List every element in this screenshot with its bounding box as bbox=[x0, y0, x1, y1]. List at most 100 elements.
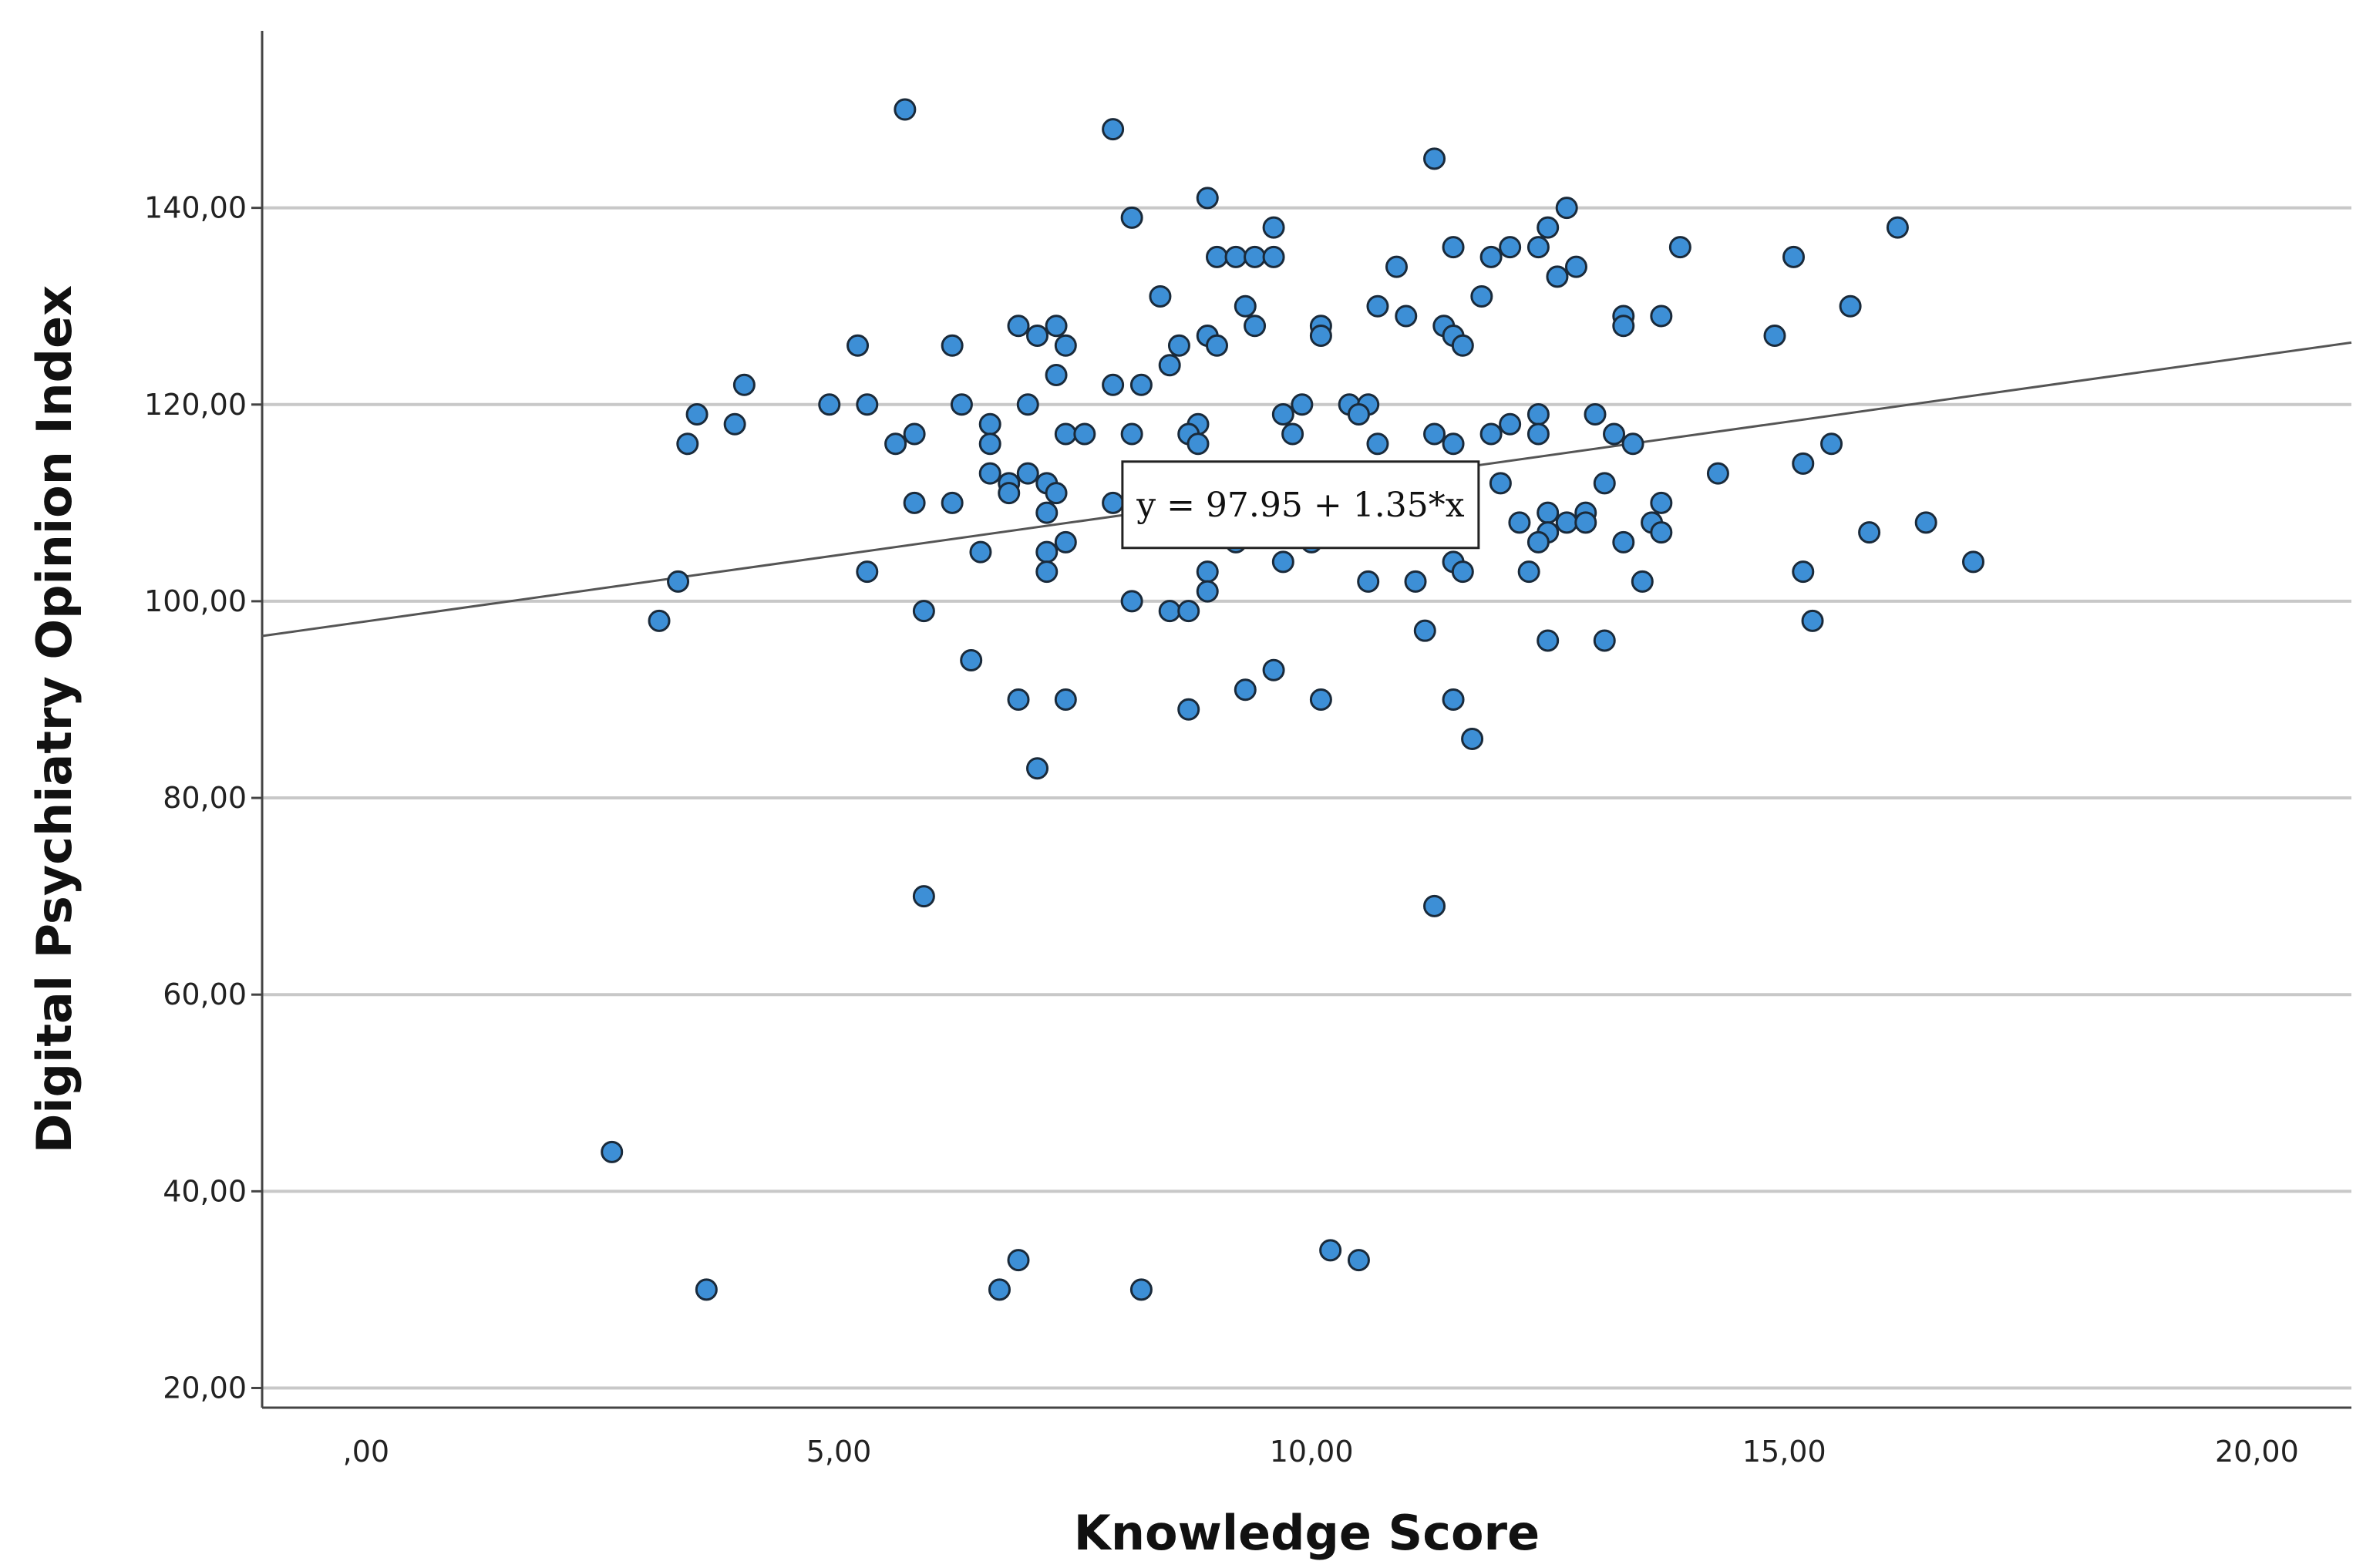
data-point bbox=[1584, 403, 1607, 426]
data-point bbox=[1007, 1249, 1030, 1272]
data-point bbox=[1016, 462, 1039, 485]
data-point bbox=[988, 1278, 1011, 1301]
data-point bbox=[912, 600, 935, 623]
data-point bbox=[1158, 354, 1181, 377]
data-point bbox=[903, 491, 926, 514]
data-point bbox=[1423, 422, 1446, 446]
data-point bbox=[1206, 245, 1229, 268]
data-point bbox=[1603, 422, 1626, 446]
y-tick-label: 40,00 bbox=[163, 1174, 247, 1208]
data-point bbox=[978, 432, 1001, 456]
data-point bbox=[601, 1140, 624, 1163]
data-point bbox=[1461, 728, 1484, 751]
data-point bbox=[1224, 245, 1247, 268]
data-point bbox=[1593, 472, 1616, 495]
data-point bbox=[1546, 265, 1569, 288]
x-tick-label: 10,00 bbox=[1270, 1435, 1354, 1469]
data-point bbox=[648, 609, 671, 632]
data-point bbox=[1593, 629, 1616, 652]
data-point bbox=[1451, 560, 1474, 584]
data-point bbox=[1035, 540, 1059, 564]
data-point bbox=[1291, 393, 1314, 416]
data-point bbox=[1196, 560, 1219, 584]
data-point bbox=[856, 393, 879, 416]
data-point bbox=[1007, 688, 1030, 711]
data-point bbox=[1650, 521, 1673, 544]
y-tick-label: 60,00 bbox=[163, 977, 247, 1011]
data-point bbox=[1073, 422, 1096, 446]
data-point bbox=[667, 570, 690, 593]
data-point bbox=[1801, 609, 1824, 632]
data-point bbox=[1442, 432, 1465, 456]
x-tick-label: ,00 bbox=[343, 1435, 389, 1469]
data-point bbox=[950, 393, 973, 416]
data-point bbox=[1357, 570, 1380, 593]
data-point bbox=[1423, 147, 1446, 170]
data-point bbox=[1962, 550, 1985, 574]
data-point bbox=[1526, 236, 1550, 259]
data-point bbox=[1395, 305, 1418, 328]
data-point bbox=[1149, 284, 1172, 308]
y-tick-label: 140,00 bbox=[144, 191, 247, 225]
data-point bbox=[1631, 570, 1654, 593]
data-point bbox=[1035, 501, 1059, 524]
y-tick-label: 100,00 bbox=[144, 584, 247, 618]
data-point bbox=[1792, 560, 1815, 584]
data-point bbox=[1129, 373, 1153, 396]
data-point bbox=[1262, 216, 1285, 239]
data-point bbox=[941, 491, 964, 514]
data-point bbox=[1451, 334, 1474, 357]
data-point bbox=[1385, 255, 1408, 278]
data-point bbox=[856, 560, 879, 584]
data-point bbox=[1706, 462, 1729, 485]
data-point bbox=[676, 432, 699, 456]
data-point bbox=[1007, 315, 1030, 338]
data-point bbox=[1347, 403, 1370, 426]
data-point bbox=[1858, 521, 1881, 544]
data-point bbox=[1820, 432, 1843, 456]
data-point bbox=[1262, 658, 1285, 681]
data-point bbox=[1499, 412, 1522, 436]
y-axis-title: Digital Psychiatry Opinion Index bbox=[26, 285, 82, 1153]
y-tick-label: 80,00 bbox=[163, 781, 247, 815]
data-point bbox=[1442, 236, 1465, 259]
data-point bbox=[884, 432, 907, 456]
x-tick-label: 20,00 bbox=[2215, 1435, 2299, 1469]
data-point bbox=[978, 412, 1001, 436]
data-point bbox=[1564, 255, 1587, 278]
data-point bbox=[1479, 422, 1503, 446]
data-point bbox=[1366, 294, 1389, 318]
data-point bbox=[969, 540, 992, 564]
data-point bbox=[1470, 284, 1493, 308]
data-point bbox=[1621, 432, 1644, 456]
data-point bbox=[1442, 688, 1465, 711]
data-point bbox=[1026, 757, 1049, 780]
data-point bbox=[1102, 373, 1125, 396]
data-point bbox=[1508, 511, 1531, 534]
data-point bbox=[998, 482, 1021, 505]
data-point bbox=[1054, 334, 1077, 357]
data-point bbox=[818, 393, 841, 416]
data-point bbox=[941, 334, 964, 357]
data-point bbox=[1612, 530, 1635, 554]
data-points bbox=[601, 98, 1985, 1301]
data-point bbox=[978, 462, 1001, 485]
data-point bbox=[1054, 422, 1077, 446]
data-point bbox=[1537, 629, 1560, 652]
data-point bbox=[1309, 324, 1332, 347]
data-point bbox=[1271, 403, 1294, 426]
data-point bbox=[1186, 432, 1210, 456]
data-point bbox=[1782, 245, 1806, 268]
data-point bbox=[1792, 452, 1815, 475]
equation-label: y = 97.95 + 1.35*x bbox=[1136, 486, 1464, 525]
data-point bbox=[1526, 530, 1550, 554]
data-point bbox=[732, 373, 756, 396]
equation-annotation: y = 97.95 + 1.35*x bbox=[1121, 460, 1480, 550]
data-point bbox=[1045, 364, 1068, 386]
data-point bbox=[1102, 118, 1125, 141]
data-point bbox=[1526, 422, 1550, 446]
data-point bbox=[1537, 216, 1560, 239]
data-point bbox=[1129, 1278, 1153, 1301]
axes bbox=[261, 31, 2351, 1409]
data-point bbox=[1555, 197, 1578, 220]
